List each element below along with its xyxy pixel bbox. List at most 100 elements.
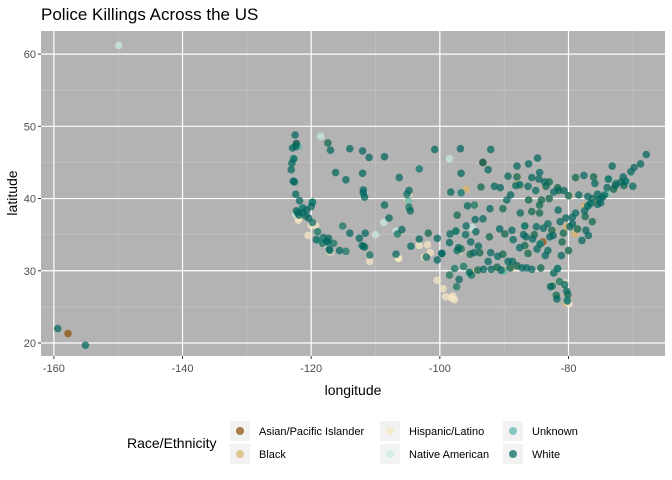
point-white bbox=[485, 233, 494, 241]
point-hispanic-latino bbox=[365, 257, 374, 266]
point-white bbox=[335, 246, 344, 255]
point-white bbox=[455, 275, 463, 284]
point-white bbox=[533, 245, 541, 253]
point-white bbox=[457, 245, 465, 253]
point-white bbox=[446, 230, 454, 238]
point-white bbox=[53, 324, 62, 333]
point-white bbox=[496, 183, 505, 192]
point-white bbox=[560, 186, 568, 195]
point-white bbox=[447, 188, 455, 196]
y-tick-label: 60 bbox=[24, 49, 36, 61]
point-white bbox=[562, 214, 570, 222]
point-white bbox=[360, 193, 369, 201]
point-white bbox=[552, 291, 561, 300]
point-white bbox=[403, 190, 411, 198]
point-white bbox=[415, 235, 424, 243]
point-white bbox=[603, 183, 611, 192]
point-white bbox=[508, 226, 516, 235]
point-hispanic-latino bbox=[441, 293, 450, 301]
point-white bbox=[487, 265, 496, 274]
point-white bbox=[430, 145, 439, 154]
point-white bbox=[528, 173, 536, 182]
point-white bbox=[325, 245, 334, 253]
point-white bbox=[433, 256, 442, 264]
point-white bbox=[474, 242, 483, 250]
x-tick-label: -160 bbox=[43, 363, 65, 375]
point-native-american bbox=[371, 230, 380, 239]
point-white bbox=[515, 243, 524, 252]
point-white bbox=[535, 168, 544, 177]
legend-label-black: Black bbox=[259, 449, 286, 461]
point-white bbox=[486, 145, 495, 154]
point-white bbox=[433, 234, 442, 243]
point-white bbox=[497, 266, 505, 274]
point-white bbox=[524, 249, 532, 258]
point-white bbox=[504, 172, 512, 180]
point-white bbox=[346, 144, 354, 153]
point-white bbox=[580, 171, 588, 180]
point-white bbox=[542, 182, 550, 191]
point-white bbox=[313, 228, 322, 236]
legend: Race/Ethnicity Asian/Pacific Islander Bla… bbox=[127, 421, 578, 464]
point-white bbox=[584, 231, 593, 240]
point-hispanic-latino bbox=[423, 241, 432, 249]
x-tick-label: -140 bbox=[172, 363, 194, 375]
legend-swatch-white bbox=[509, 450, 517, 458]
point-white bbox=[438, 249, 446, 258]
point-white bbox=[548, 226, 556, 235]
y-tick-label: 30 bbox=[24, 266, 36, 278]
point-white bbox=[584, 202, 592, 210]
point-white bbox=[588, 217, 597, 226]
point-white bbox=[490, 182, 499, 191]
point-white bbox=[629, 182, 637, 191]
point-white bbox=[467, 271, 476, 279]
point-white bbox=[346, 229, 354, 237]
point-white bbox=[457, 169, 465, 178]
point-white bbox=[554, 206, 562, 214]
point-white bbox=[358, 147, 367, 155]
point-white bbox=[358, 169, 367, 178]
point-white bbox=[457, 189, 465, 197]
point-white bbox=[450, 264, 459, 273]
point-white bbox=[312, 235, 321, 244]
point-white bbox=[564, 246, 573, 255]
point-white bbox=[470, 248, 478, 257]
y-tick-label: 40 bbox=[24, 194, 36, 206]
y-axis-ticks: 20 30 40 50 60 bbox=[24, 49, 41, 350]
point-white bbox=[558, 238, 566, 246]
chart-title: Police Killings Across the US bbox=[41, 5, 258, 24]
point-hispanic-latino bbox=[433, 276, 442, 285]
point-white bbox=[518, 264, 526, 272]
point-white bbox=[619, 173, 627, 181]
point-white bbox=[365, 251, 374, 259]
point-hispanic-latino bbox=[415, 241, 424, 250]
point-white bbox=[545, 194, 553, 203]
point-white bbox=[329, 239, 338, 248]
point-white bbox=[506, 264, 514, 272]
point-native-american bbox=[380, 218, 388, 227]
point-white bbox=[445, 238, 454, 247]
legend-title: Race/Ethnicity bbox=[127, 435, 216, 451]
point-asian-pacific-islander bbox=[64, 329, 72, 338]
point-unknown bbox=[404, 196, 413, 205]
point-white bbox=[291, 190, 300, 198]
point-white bbox=[288, 144, 297, 152]
point-white bbox=[392, 250, 400, 258]
point-white bbox=[360, 243, 369, 251]
point-white bbox=[361, 229, 370, 237]
point-white bbox=[642, 150, 651, 159]
point-white bbox=[462, 222, 471, 230]
point-white bbox=[359, 186, 368, 194]
point-white bbox=[493, 252, 502, 261]
point-white bbox=[537, 264, 545, 272]
point-white bbox=[564, 191, 573, 200]
legend-swatch-unknown bbox=[509, 427, 517, 435]
point-white bbox=[406, 207, 415, 215]
point-white bbox=[479, 265, 488, 274]
point-white bbox=[288, 159, 296, 167]
legend-swatch-hispanic-latino bbox=[386, 427, 394, 435]
point-white bbox=[600, 191, 609, 199]
point-white bbox=[581, 212, 589, 221]
point-white bbox=[398, 225, 406, 234]
x-axis-ticks: -160 -140 -120 -100 -80 bbox=[43, 356, 576, 375]
